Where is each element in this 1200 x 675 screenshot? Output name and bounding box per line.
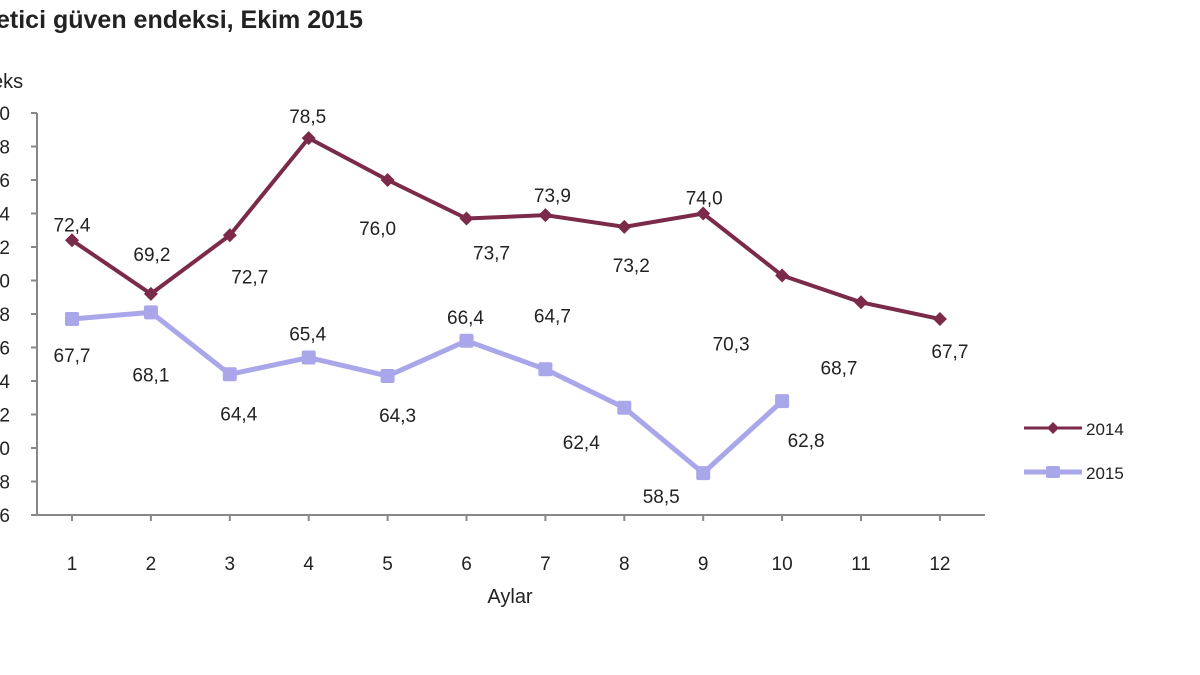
y-tick-label: 68 [0,305,10,326]
data-label-2014: 73,7 [473,244,510,265]
data-label-2014: 70,3 [713,334,750,355]
legend-label-2015: 2015 [1086,464,1124,483]
data-point-2014 [459,211,474,226]
data-point-2015 [143,305,158,320]
x-tick-label: 7 [540,554,551,575]
y-tick-label: 76 [0,171,10,192]
data-label-2015: 62,8 [788,431,825,452]
data-label-2015: 64,7 [534,306,571,327]
y-tick-label: 72 [0,238,10,259]
series-line-2014 [70,135,941,321]
y-tick-label: 80 [0,104,10,125]
data-point-2014 [301,131,316,146]
y-tick-label: 60 [0,439,10,460]
y-tick-label: 56 [0,506,10,527]
y-tick-label: 70 [0,272,10,293]
legend-marker-2015 [1046,466,1060,478]
data-label-2014: 73,2 [613,256,650,277]
data-label-2014: 76,0 [359,219,396,240]
data-point-2014 [380,173,395,187]
data-label-2015: 64,4 [220,404,257,425]
data-label-2015: 64,3 [379,406,416,427]
data-label-2015: 67,7 [54,346,91,367]
data-point-2015 [65,312,79,327]
data-label-2014: 78,5 [289,107,326,128]
x-tick-label: 6 [461,554,472,575]
y-tick-label: 62 [0,406,10,427]
x-axis-label: Aylar [487,586,533,608]
y-tick-label: 64 [0,372,10,393]
data-label-2014: 73,9 [534,186,571,207]
data-point-2014 [854,295,868,310]
data-point-2014 [538,208,553,223]
x-tick-label: 5 [382,554,393,575]
data-point-2015 [459,333,474,348]
data-point-2014 [696,206,711,221]
data-label-2015: 65,4 [289,325,326,346]
data-label-2014: 69,2 [133,245,170,266]
data-point-2014 [222,228,237,243]
y-tick-label: 74 [0,205,10,226]
data-point-2014 [65,233,79,248]
data-point-2015 [617,400,632,415]
data-label-2014: 74,0 [686,189,723,210]
data-point-2014 [775,268,790,283]
data-point-2015 [222,367,237,382]
x-tick-label: 1 [67,554,78,575]
data-point-2015 [380,368,395,383]
data-point-2015 [538,362,553,377]
x-tick-label: 2 [146,554,157,575]
data-label-2015: 66,4 [447,308,484,329]
data-point-2015 [775,394,790,409]
x-tick-label: 3 [225,554,236,575]
x-tick-label: 10 [772,554,793,575]
data-point-2014 [932,312,947,327]
x-tick-label: 9 [698,554,709,575]
chart-title: etici güven endeksi, Ekim 2015 [0,6,363,34]
data-label-2014: 72,7 [231,267,268,288]
x-tick-label: 4 [303,554,314,575]
y-tick-label: 58 [0,473,10,494]
data-label-2015: 58,5 [643,487,680,508]
y-tick-label: 66 [0,339,10,360]
data-label-2015: 68,1 [132,365,169,386]
data-point-2014 [143,286,158,301]
x-tick-label: 8 [619,554,630,575]
data-label-2014: 72,4 [54,215,91,236]
data-label-2015: 62,4 [563,433,600,454]
y-tick-label: 78 [0,138,10,159]
legend-marker-2014 [1047,422,1059,434]
x-tick-label: 12 [929,554,950,575]
series-line-2015 [71,309,784,477]
data-point-2014 [617,219,632,234]
data-label-2014: 67,7 [931,342,968,363]
x-tick-label: 11 [851,554,871,575]
data-point-2015 [696,466,711,481]
data-label-2014: 68,7 [821,358,858,379]
legend-label-2014: 2014 [1086,420,1124,439]
data-point-2015 [301,350,316,365]
y-axis-label: eks [0,71,23,93]
